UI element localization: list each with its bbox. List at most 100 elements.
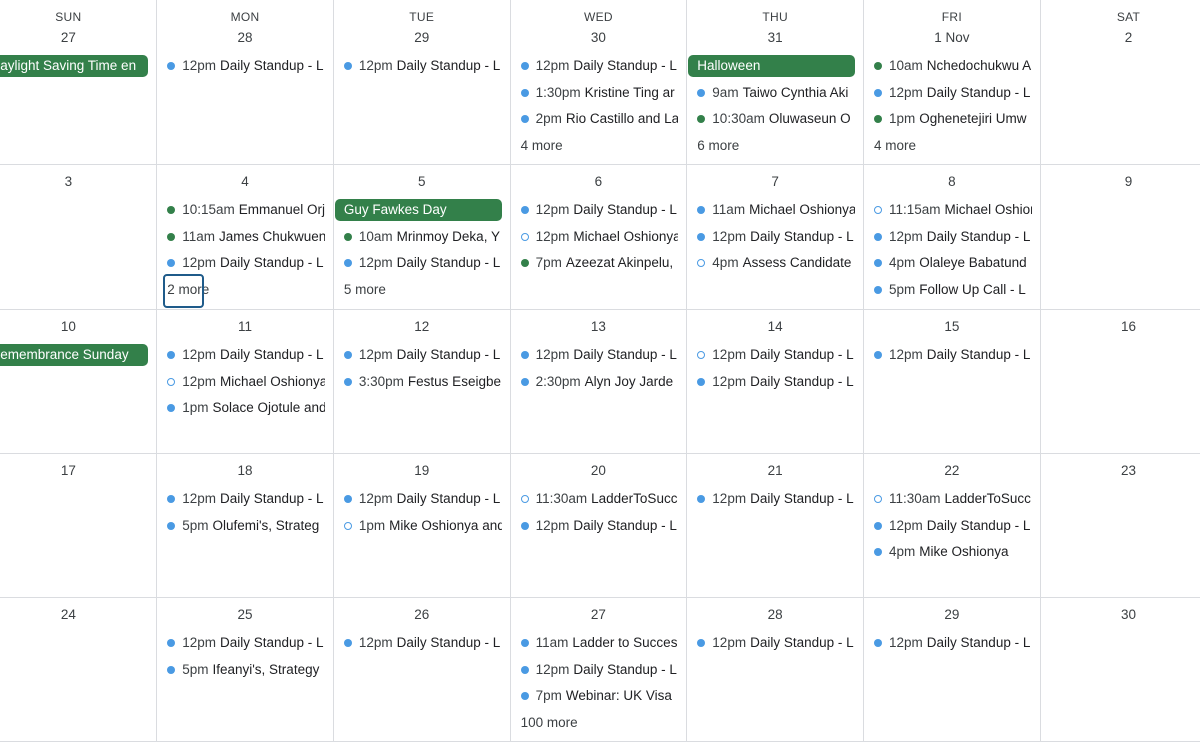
day-number[interactable]: 8 xyxy=(948,174,956,189)
day-cell[interactable]: 28 12pm Daily Standup - L xyxy=(687,597,864,741)
day-cell[interactable]: 17 xyxy=(0,453,158,597)
day-cell[interactable]: 27 11am Ladder to Succes 12pm Daily Standup … xyxy=(511,597,688,741)
event-item[interactable]: 3:30pm Festus Eseigbe xyxy=(343,372,502,392)
event-item[interactable]: 11:30am LadderToSucc xyxy=(520,489,679,509)
day-number[interactable]: 7 xyxy=(771,174,779,189)
event-item[interactable]: 12pm Daily Standup - L xyxy=(167,56,325,76)
event-item[interactable]: 12pm Daily Standup - L xyxy=(697,489,855,509)
event-item[interactable]: 5pm Ifeanyi's, Strategy xyxy=(167,660,325,680)
event-item[interactable]: 11am James Chukwuen xyxy=(167,227,325,247)
more-events-link[interactable]: 6 more xyxy=(697,136,739,156)
day-number[interactable]: 20 xyxy=(590,463,606,478)
day-cell[interactable]: 25 12pm Daily Standup - L 5pm Ifeanyi's, Str… xyxy=(157,597,334,741)
day-cell[interactable]: 23 xyxy=(1041,453,1200,597)
event-item[interactable]: 4pm Assess Candidate xyxy=(697,253,855,273)
day-cell[interactable]: 29 12pm Daily Standup - L xyxy=(864,597,1041,741)
event-item[interactable]: 10:15am Emmanuel Orj xyxy=(167,200,325,220)
day-number[interactable]: 28 xyxy=(237,30,253,45)
event-item[interactable]: 10am Nchedochukwu A xyxy=(874,56,1032,76)
day-number[interactable]: 12 xyxy=(414,319,430,334)
day-cell[interactable]: TUE 29 12pm Daily Standup - L xyxy=(334,0,511,164)
day-number[interactable]: 19 xyxy=(414,463,430,478)
all-day-event[interactable]: Remembrance Sunday xyxy=(0,344,149,366)
day-number[interactable]: 15 xyxy=(944,319,960,334)
day-cell[interactable]: 30 xyxy=(1041,597,1200,741)
event-item[interactable]: 12pm Daily Standup - L xyxy=(167,489,325,509)
event-item[interactable]: 12pm Daily Standup - L xyxy=(520,516,679,536)
more-events-link[interactable]: 100 more xyxy=(521,713,578,733)
event-item[interactable]: 1pm Oghenetejiri Umw xyxy=(874,109,1032,129)
day-number[interactable]: 22 xyxy=(944,463,960,478)
day-number[interactable]: 6 xyxy=(594,174,603,189)
day-number[interactable]: 27 xyxy=(590,607,606,622)
day-cell[interactable]: 10 Remembrance Sunday xyxy=(0,309,158,453)
day-cell[interactable]: 18 12pm Daily Standup - L 5pm Olufemi's, Str… xyxy=(157,453,334,597)
day-cell[interactable]: 4 10:15am Emmanuel Orj 11am James Chukwuen 12… xyxy=(157,164,334,309)
event-item[interactable]: 1pm Mike Oshionya and xyxy=(343,516,502,536)
day-number[interactable]: 5 xyxy=(417,174,426,189)
day-cell[interactable]: 21 12pm Daily Standup - L xyxy=(687,453,864,597)
event-item[interactable]: 10:30am Oluwaseun O xyxy=(697,109,855,129)
day-cell[interactable]: 11 12pm Daily Standup - L 12pm Michael Oshio… xyxy=(157,309,334,453)
day-number[interactable]: 23 xyxy=(1121,463,1137,478)
day-cell[interactable]: 22 11:30am LadderToSucc 12pm Daily Standup -… xyxy=(864,453,1041,597)
event-item[interactable]: 12pm Michael Oshionya xyxy=(167,372,325,392)
day-cell[interactable]: 16 xyxy=(1041,309,1200,453)
day-cell[interactable]: THU 31 Halloween 9am Taiwo Cynthia Aki 10:30a… xyxy=(687,0,864,164)
event-item[interactable]: 12pm Daily Standup - L xyxy=(343,489,502,509)
more-events-link[interactable]: 5 more xyxy=(344,280,386,300)
day-number[interactable]: 29 xyxy=(944,607,960,622)
event-item[interactable]: 12pm Daily Standup - L xyxy=(343,345,502,365)
event-item[interactable]: 12pm Daily Standup - L xyxy=(343,633,502,653)
event-item[interactable]: 12pm Daily Standup - L xyxy=(697,345,855,365)
day-number[interactable]: 29 xyxy=(414,30,430,45)
event-item[interactable]: 9am Taiwo Cynthia Aki xyxy=(697,83,855,103)
day-number[interactable]: 9 xyxy=(1124,174,1133,189)
day-cell[interactable]: 19 12pm Daily Standup - L 1pm Mike Oshionya … xyxy=(334,453,511,597)
event-item[interactable]: 7pm Azeezat Akinpelu, xyxy=(520,253,679,273)
day-cell[interactable]: 24 xyxy=(0,597,158,741)
day-number[interactable]: 4 xyxy=(241,174,249,189)
event-item[interactable]: 12pm Daily Standup - L xyxy=(874,345,1032,365)
event-item[interactable]: 12pm Daily Standup - L xyxy=(343,56,502,76)
day-cell[interactable]: 5 Guy Fawkes Day 10am Mrinmoy Deka, Y 12pm Da… xyxy=(334,164,511,309)
day-number[interactable]: 10 xyxy=(60,319,76,334)
day-cell[interactable]: 12 12pm Daily Standup - L 3:30pm Festus Esei… xyxy=(334,309,511,453)
day-number[interactable]: 30 xyxy=(1121,607,1137,622)
day-number[interactable]: 27 xyxy=(60,30,76,45)
event-item[interactable]: 1pm Solace Ojotule and xyxy=(167,398,325,418)
day-cell[interactable]: WED 30 12pm Daily Standup - L 1:30pm Kristine… xyxy=(511,0,688,164)
day-number[interactable]: 2 xyxy=(1124,30,1133,45)
day-number[interactable]: 13 xyxy=(590,319,606,334)
day-cell[interactable]: 15 12pm Daily Standup - L xyxy=(864,309,1041,453)
day-cell[interactable]: 13 12pm Daily Standup - L 2:30pm Alyn Joy Ja… xyxy=(511,309,688,453)
event-item[interactable]: 12pm Daily Standup - L xyxy=(874,516,1032,536)
event-item[interactable]: 11:15am Michael Oshion xyxy=(874,200,1032,220)
event-item[interactable]: 12pm Daily Standup - L xyxy=(874,227,1032,247)
day-number[interactable]: 24 xyxy=(60,607,76,622)
day-cell[interactable]: SAT 2 xyxy=(1041,0,1200,164)
event-item[interactable]: 12pm Daily Standup - L xyxy=(697,633,855,653)
event-item[interactable]: 7pm Webinar: UK Visa xyxy=(520,686,679,706)
event-item[interactable]: 12pm Daily Standup - L xyxy=(167,253,325,273)
event-item[interactable]: 12pm Daily Standup - L xyxy=(520,345,679,365)
more-events-link[interactable]: 4 more xyxy=(874,136,916,156)
event-item[interactable]: 12pm Daily Standup - L xyxy=(343,253,502,273)
more-events-link[interactable]: 4 more xyxy=(521,136,563,156)
event-item[interactable]: 2:30pm Alyn Joy Jarde xyxy=(520,372,679,392)
day-number[interactable]: 28 xyxy=(767,607,783,622)
day-cell[interactable]: 14 12pm Daily Standup - L 12pm Daily Standup… xyxy=(687,309,864,453)
event-item[interactable]: 10am Mrinmoy Deka, Y xyxy=(343,227,502,247)
day-cell[interactable]: 8 11:15am Michael Oshion 12pm Daily Standup … xyxy=(864,164,1041,309)
day-number[interactable]: 16 xyxy=(1121,319,1137,334)
day-number[interactable]: 26 xyxy=(414,607,430,622)
day-cell[interactable]: SUN 27 Daylight Saving Time en xyxy=(0,0,158,164)
event-item[interactable]: 11am Ladder to Succes xyxy=(520,633,679,653)
event-item[interactable]: 11:30am LadderToSucc xyxy=(874,489,1032,509)
day-number[interactable]: 18 xyxy=(237,463,253,478)
day-cell[interactable]: 3 xyxy=(0,164,158,309)
event-item[interactable]: 12pm Daily Standup - L xyxy=(697,372,855,392)
day-cell[interactable]: 26 12pm Daily Standup - L xyxy=(334,597,511,741)
all-day-event[interactable]: Guy Fawkes Day xyxy=(334,199,502,221)
event-item[interactable]: 11am Michael Oshionya xyxy=(697,200,855,220)
